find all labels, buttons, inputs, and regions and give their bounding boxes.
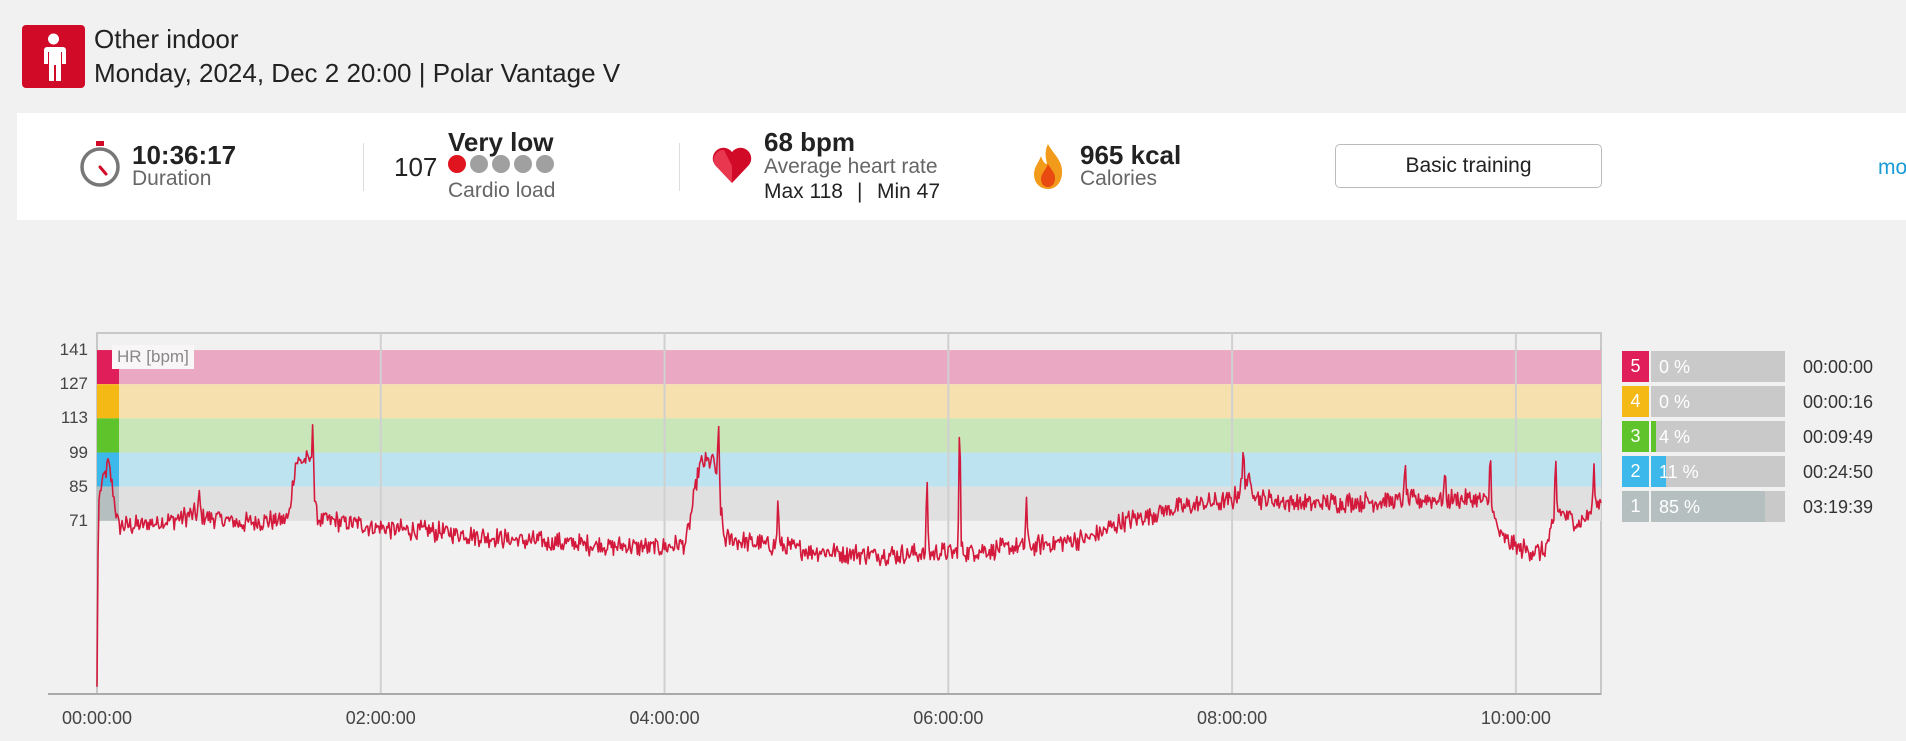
cardio-load-label: Cardio load [448, 179, 556, 202]
heart-rate-max: Max 118 [764, 180, 843, 203]
zone-bar: 0 % [1651, 386, 1785, 417]
y-tick-label: 127 [59, 374, 88, 394]
zone-percent: 0 % [1659, 392, 1691, 412]
duration-value: 10:36:17 [132, 140, 237, 170]
zone-bar-fill [1651, 421, 1657, 452]
zone-band-4 [97, 384, 1601, 419]
zone-bar-fill [1651, 491, 1765, 522]
training-benefit-button[interactable]: Basic training [1335, 144, 1602, 188]
zone-row-4: 4 0 % [1622, 386, 1785, 417]
cardio-load-value: 107 [394, 152, 438, 182]
zone-number: 1 [1622, 491, 1649, 522]
zone-marker-3 [97, 418, 119, 453]
zone-bar: 85 % [1651, 491, 1785, 522]
divider [363, 143, 364, 191]
heart-rate-label: Average heart rate [764, 155, 938, 178]
zone-marker-4 [97, 384, 119, 419]
cardio-load-level: Very low [448, 127, 554, 157]
zone-time: 00:09:49 [1803, 427, 1874, 447]
zone-number: 4 [1622, 386, 1649, 417]
heart-rate-min: Min 47 [877, 180, 941, 203]
x-tick-label: 06:00:00 [913, 708, 984, 728]
x-tick-label: 08:00:00 [1197, 708, 1268, 728]
zone-band-5 [97, 350, 1601, 385]
heart-icon [711, 146, 753, 189]
divider [679, 143, 680, 191]
stopwatch-icon [79, 139, 121, 194]
zone-row-1: 1 85 % [1622, 491, 1785, 522]
zone-row-3: 3 4 % [1622, 421, 1785, 452]
zone-number: 2 [1622, 456, 1649, 487]
sport-icon [22, 25, 85, 88]
zone-percent: 85 % [1659, 497, 1701, 517]
heart-rate-separator: | [857, 180, 863, 203]
cardio-load-dot [536, 155, 554, 173]
calories-value: 965 kcal [1080, 140, 1182, 170]
cardio-load-dot [492, 155, 510, 173]
cardio-load-dot [470, 155, 488, 173]
y-tick-label: 141 [59, 340, 88, 360]
x-tick-label: 00:00:00 [61, 708, 133, 728]
cardio-load-dots [448, 155, 558, 178]
zone-percent: 11 % [1659, 462, 1699, 482]
zone-marker-2 [97, 452, 119, 487]
zone-percent: 4 % [1659, 427, 1691, 447]
zone-row-5: 5 0 % [1622, 351, 1785, 382]
heart-rate-value: 68 bpm [764, 127, 856, 157]
zone-bar-fill [1651, 456, 1666, 487]
zone-number: 5 [1622, 351, 1649, 382]
zone-percent: 0 % [1659, 357, 1691, 377]
zone-time: 00:00:00 [1803, 357, 1874, 377]
cardio-load-dot [514, 155, 532, 173]
calories-label: Calories [1080, 167, 1158, 190]
x-tick-label: 02:00:00 [345, 708, 416, 728]
zone-bar: 4 % [1651, 421, 1785, 452]
zone-bar: 0 % [1651, 351, 1785, 382]
heart-rate-line [96, 423, 1602, 687]
x-tick-label: 04:00:00 [629, 708, 700, 728]
y-tick-label: 99 [69, 442, 88, 462]
zone-band-2 [97, 452, 1601, 487]
zone-row-2: 2 11 % [1622, 456, 1785, 487]
x-tick-label: 10:00:00 [1480, 708, 1551, 728]
cardio-load-dot [448, 155, 466, 173]
duration-label: Duration [132, 167, 212, 190]
zone-time: 00:00:16 [1803, 392, 1874, 412]
zone-time: 03:19:39 [1803, 497, 1874, 517]
chart-series-label: HR [bpm] [112, 345, 194, 369]
zone-bar: 11 % [1651, 456, 1785, 487]
more-link[interactable]: mo [1878, 156, 1906, 179]
person-standing-icon [44, 33, 66, 81]
y-tick-label: 113 [60, 408, 88, 428]
session-title: Other indoor [94, 24, 239, 54]
zone-number: 3 [1622, 421, 1649, 452]
zone-band-3 [97, 418, 1601, 453]
session-subtitle: Monday, 2024, Dec 2 20:00 | Polar Vantag… [94, 58, 621, 88]
y-tick-label: 71 [69, 510, 88, 530]
zone-time: 00:24:50 [1803, 462, 1874, 482]
flame-icon [1031, 142, 1065, 195]
y-tick-label: 85 [69, 476, 88, 496]
